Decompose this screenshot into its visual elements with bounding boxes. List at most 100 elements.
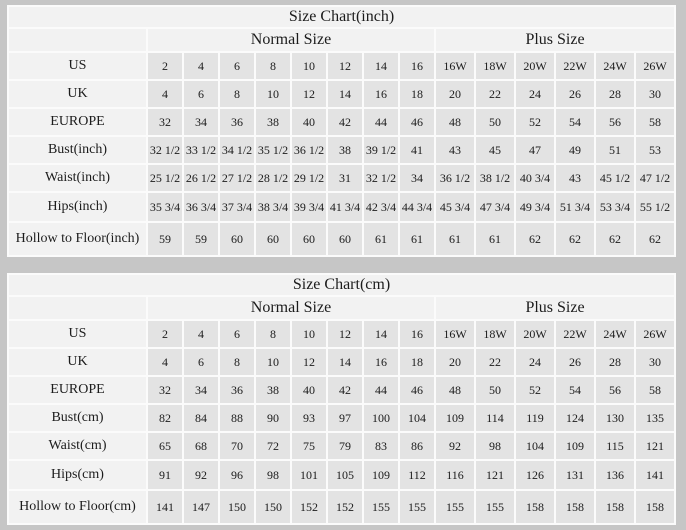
size-cell: 24 [516,349,554,375]
size-cell: 51 [596,137,634,163]
size-cell: 56 [596,377,634,403]
size-cell: 104 [516,433,554,459]
size-cell: 38 [256,109,290,135]
size-cell: 43 [436,137,474,163]
size-cell: 60 [328,223,362,255]
size-cell: 98 [256,461,290,489]
size-cell: 58 [636,109,674,135]
size-cell: 31 [328,165,362,191]
size-cell: 62 [636,223,674,255]
row-label: UK [9,349,146,375]
size-cell: 135 [636,405,674,431]
size-cell: 96 [220,461,254,489]
column-group-header: Normal Size [148,29,434,51]
size-cell: 18W [476,321,514,347]
size-cell: 16 [400,321,434,347]
size-cell: 86 [400,433,434,459]
size-chart-cm-table: Size Chart(cm) Normal Size Plus Size US 2 4 6 8… [7,273,676,525]
size-cell: 109 [364,461,398,489]
size-cell: 38 [328,137,362,163]
size-cell: 46 [400,109,434,135]
size-cell: 58 [636,377,674,403]
size-cell: 40 [292,109,326,135]
size-cell: 42 [328,377,362,403]
size-cell: 26 1/2 [184,165,218,191]
size-cell: 12 [292,81,326,107]
size-cell: 59 [148,223,182,255]
size-cell: 26 [556,349,594,375]
size-cell: 60 [292,223,326,255]
size-cell: 100 [364,405,398,431]
size-cell: 93 [292,405,326,431]
size-cell: 141 [148,491,182,523]
size-cell: 4 [148,349,182,375]
size-cell: 52 [516,109,554,135]
table-row: Bust(cm) 82 84 88 90 93 97 100 104 109 114 119 124 13… [9,405,674,431]
size-cell: 20 [436,81,474,107]
size-cell: 75 [292,433,326,459]
size-cell: 47 3/4 [476,193,514,221]
size-cell: 6 [184,81,218,107]
size-cell: 27 1/2 [220,165,254,191]
size-cell: 52 [516,377,554,403]
size-cell: 45 1/2 [596,165,634,191]
size-cell: 155 [364,491,398,523]
column-group-header: Plus Size [436,29,674,51]
size-cell: 109 [436,405,474,431]
size-cell: 40 3/4 [516,165,554,191]
size-cell: 16 [400,53,434,79]
size-cell: 155 [436,491,474,523]
size-cell: 82 [148,405,182,431]
table-row: EUROPE 32 34 36 38 40 42 44 46 48 50 52 54 56 58 [9,377,674,403]
size-cell: 79 [328,433,362,459]
size-cell: 62 [516,223,554,255]
size-cell: 92 [184,461,218,489]
size-cell: 43 [556,165,594,191]
size-cell: 20W [516,53,554,79]
size-cell: 12 [328,53,362,79]
size-cell: 40 [292,377,326,403]
size-cell: 42 3/4 [364,193,398,221]
row-label-header-spacer [9,29,146,51]
table-row: Waist(inch) 25 1/2 26 1/2 27 1/2 28 1/2 29 1/… [9,165,674,191]
size-cell: 88 [220,405,254,431]
size-cell: 92 [436,433,474,459]
size-cell: 12 [292,349,326,375]
table-row: Hollow to Floor(cm) 141 147 150 150 152 152 155… [9,491,674,523]
size-cell: 158 [636,491,674,523]
size-cell: 84 [184,405,218,431]
size-cell: 53 [636,137,674,163]
size-cell: 105 [328,461,362,489]
size-cell: 50 [476,377,514,403]
size-cell: 47 1/2 [636,165,674,191]
size-cell: 49 3/4 [516,193,554,221]
size-cell: 53 3/4 [596,193,634,221]
row-label: EUROPE [9,377,146,403]
size-cell: 60 [256,223,290,255]
size-cell: 24W [596,53,634,79]
size-cell: 36 3/4 [184,193,218,221]
size-cell: 34 [400,165,434,191]
size-cell: 68 [184,433,218,459]
size-cell: 6 [220,321,254,347]
size-cell: 158 [516,491,554,523]
size-cell: 22W [556,53,594,79]
size-cell: 45 [476,137,514,163]
size-cell: 33 1/2 [184,137,218,163]
size-cell: 136 [596,461,634,489]
size-cell: 6 [220,53,254,79]
size-cell: 2 [148,321,182,347]
size-cell: 65 [148,433,182,459]
size-cell: 26 [556,81,594,107]
size-cell: 121 [636,433,674,459]
table-row: UK 4 6 8 10 12 14 16 18 20 22 24 26 28 30 [9,349,674,375]
size-cell: 12 [328,321,362,347]
size-cell: 35 1/2 [256,137,290,163]
size-cell: 51 3/4 [556,193,594,221]
size-cell: 155 [476,491,514,523]
size-cell: 49 [556,137,594,163]
size-cell: 28 [596,81,634,107]
table-row: UK 4 6 8 10 12 14 16 18 20 22 24 26 28 30 [9,81,674,107]
size-cell: 10 [256,349,290,375]
